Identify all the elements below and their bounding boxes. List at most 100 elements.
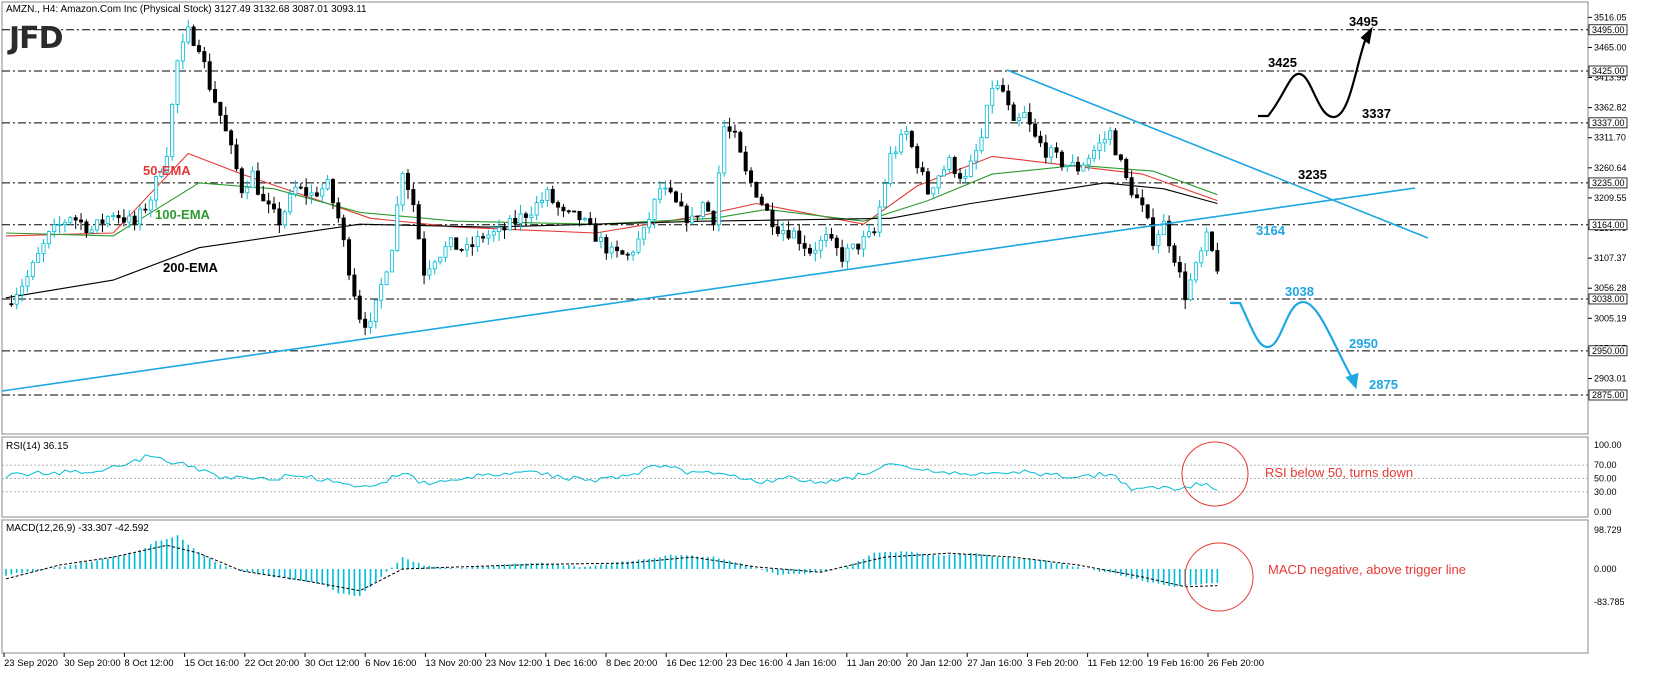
candle-body [593, 223, 598, 242]
candle-body [722, 126, 727, 174]
candle-body [464, 244, 469, 251]
candle-body [95, 219, 100, 231]
time-axis-label: 3 Feb 20:00 [1027, 658, 1078, 669]
candle-body [1124, 159, 1129, 179]
candle-body [909, 131, 914, 147]
candle-body [523, 213, 528, 218]
candle-body [818, 239, 823, 251]
rsi-panel-title: RSI(14) 36.15 [6, 441, 69, 452]
candle-body [352, 274, 357, 297]
candle-body [288, 193, 293, 213]
candle-body [540, 200, 545, 204]
candle-body [936, 175, 941, 189]
candle-body [89, 229, 94, 234]
candle-body [261, 193, 266, 202]
candlesticks [9, 19, 1220, 336]
candle-body [679, 201, 684, 207]
time-axis-label: 1 Dec 16:00 [546, 658, 597, 669]
candle-body [813, 249, 818, 254]
candle-body [20, 285, 25, 295]
macd-axis-label: 98.729 [1594, 525, 1622, 535]
level-price-label: 3235.00 [1592, 178, 1625, 188]
candle-body [52, 224, 57, 232]
label-2875: 2875 [1369, 377, 1398, 392]
level-price-box [1588, 293, 1628, 305]
candle-body [797, 230, 802, 244]
time-axis-label: 11 Feb 12:00 [1088, 658, 1143, 669]
time-axis: 23 Sep 2020 30 Sep 20:00 8 Oct 12:00 15 Oct… [3, 653, 1264, 669]
candle-body [1108, 130, 1113, 140]
candle-body [309, 192, 314, 196]
candle-body [647, 219, 652, 228]
candle-body [400, 172, 405, 206]
candle-body [625, 253, 630, 256]
candle-body [1076, 161, 1081, 172]
time-axis-label: 13 Nov 20:00 [425, 658, 482, 669]
rsi-highlight-circle [1181, 441, 1249, 507]
candle-body [727, 126, 732, 132]
candle-body [100, 219, 105, 224]
rsi-panel-frame [1, 436, 1589, 518]
candle-body [502, 227, 507, 231]
candle-body [186, 26, 191, 43]
candle-body [1113, 130, 1118, 156]
rsi-axis-label: 100.00 [1594, 440, 1622, 450]
candle-body [213, 89, 218, 103]
candle-body [775, 226, 780, 234]
candle-body [229, 130, 234, 146]
candle-body [271, 203, 276, 210]
candle-body [1065, 164, 1070, 167]
level-price-box [1588, 177, 1628, 189]
candle-body [695, 215, 700, 218]
candle-body [1092, 150, 1097, 159]
candle-body [829, 233, 834, 239]
candle-body [1027, 112, 1032, 125]
bearish-scenario-path [1230, 300, 1353, 379]
candle-body [631, 251, 636, 256]
macd-axis-label: -83.785 [1594, 597, 1625, 607]
candle-body [304, 187, 309, 196]
candle-body [1177, 261, 1182, 273]
level-price-box [1588, 345, 1628, 357]
candle-body [808, 247, 813, 254]
candle-body [550, 189, 555, 203]
candle-body [14, 294, 19, 305]
level-price-label: 2875.00 [1592, 390, 1625, 400]
candle-body [62, 221, 67, 225]
candle-body [1033, 123, 1038, 137]
time-axis-label: 8 Dec 20:00 [606, 658, 657, 669]
candle-body [1134, 194, 1139, 199]
level-price-box [1588, 117, 1628, 129]
time-axis-label: 15 Oct 16:00 [185, 658, 239, 669]
price-axis-label: 3362.82 [1594, 103, 1627, 113]
candle-body [770, 210, 775, 228]
candle-body [84, 221, 89, 234]
candle-body [116, 215, 121, 219]
rsi-panel: 100.00 70.00 50.00 30.00 0.00 [2, 440, 1622, 517]
candle-body [674, 191, 679, 203]
price-axis-label: 3209.55 [1594, 193, 1627, 203]
candle-body [57, 224, 62, 226]
rsi-line [5, 454, 1218, 492]
level-price-label: 3425.00 [1592, 66, 1625, 76]
candle-body [866, 231, 871, 237]
time-axis-label: 22 Oct 20:00 [245, 658, 299, 669]
candle-body [341, 217, 346, 241]
level-price-box [1588, 65, 1628, 77]
candle-body [218, 101, 223, 116]
candle-body [990, 88, 995, 106]
label-2950: 2950 [1349, 336, 1378, 351]
candle-body [925, 171, 930, 195]
candle-body [46, 231, 51, 245]
time-axis-label: 30 Oct 12:00 [305, 658, 359, 669]
time-axis-label: 8 Oct 12:00 [124, 658, 173, 669]
candle-body [786, 230, 791, 239]
label-3164: 3164 [1256, 223, 1286, 238]
candle-body [379, 284, 384, 301]
level-price-label: 3038.00 [1592, 294, 1625, 304]
candle-body [968, 160, 973, 177]
candle-body [582, 218, 587, 221]
macd-panel-frame [1, 519, 1589, 654]
price-axis-label: 2903.01 [1594, 373, 1627, 383]
